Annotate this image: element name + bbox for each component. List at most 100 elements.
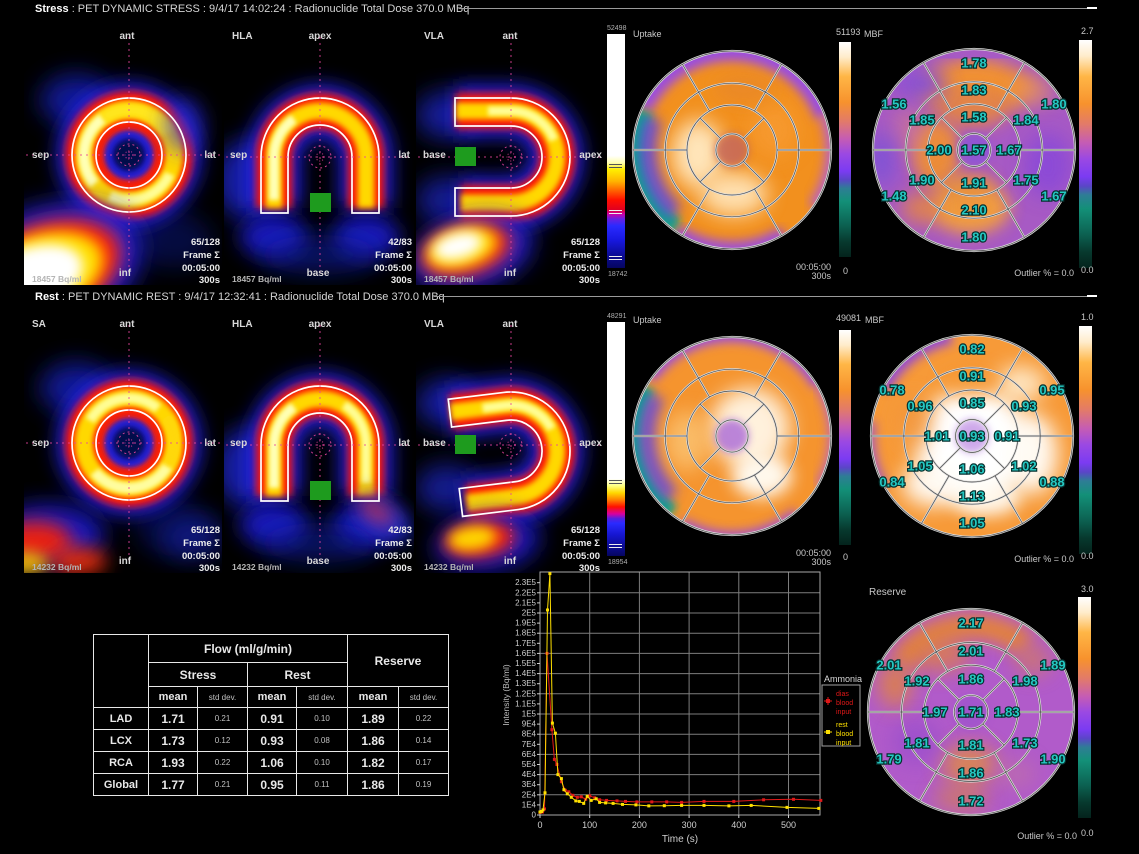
svg-text:inf: inf [119, 556, 132, 567]
svg-text:inf: inf [119, 268, 132, 279]
svg-text:1.73: 1.73 [1012, 736, 1037, 751]
svg-text:00:05:00: 00:05:00 [374, 263, 412, 274]
svg-text:1.84: 1.84 [1013, 113, 1039, 128]
svg-text:2.2E5: 2.2E5 [515, 588, 536, 597]
svg-text:2.01: 2.01 [876, 658, 901, 673]
svg-text:rest: rest [836, 722, 848, 729]
svg-text:65/128: 65/128 [571, 525, 600, 536]
svg-text:1.71: 1.71 [958, 705, 983, 720]
svg-text:1.97: 1.97 [922, 705, 947, 720]
svg-text:14232 Bq/ml: 14232 Bq/ml [232, 562, 282, 572]
svg-text:300: 300 [682, 820, 697, 830]
svg-text:inf: inf [504, 556, 517, 567]
svg-text:0.78: 0.78 [879, 383, 904, 398]
svg-text:2.17: 2.17 [958, 616, 983, 631]
svg-text:1.4E5: 1.4E5 [515, 669, 536, 678]
svg-text:lat: lat [204, 150, 216, 161]
svg-text:Frame Σ: Frame Σ [183, 250, 220, 261]
svg-text:1.86: 1.86 [958, 672, 983, 687]
svg-text:ant: ant [503, 31, 519, 42]
svg-text:Frame Σ: Frame Σ [563, 538, 600, 549]
svg-text:Frame Σ: Frame Σ [375, 250, 412, 261]
svg-text:lat: lat [204, 438, 216, 449]
svg-text:Frame Σ: Frame Σ [375, 538, 412, 549]
svg-text:base: base [423, 438, 446, 449]
svg-text:ant: ant [120, 31, 136, 42]
svg-text:0.91: 0.91 [959, 369, 984, 384]
svg-text:base: base [423, 150, 446, 161]
svg-text:65/128: 65/128 [571, 237, 600, 248]
svg-text:18457 Bq/ml: 18457 Bq/ml [232, 274, 282, 284]
svg-text:1.78: 1.78 [961, 56, 986, 71]
svg-text:sep: sep [32, 438, 49, 449]
svg-text:42/83: 42/83 [388, 525, 412, 536]
svg-text:1.67: 1.67 [996, 143, 1021, 158]
svg-text:SA: SA [32, 319, 46, 330]
svg-text:1.2E5: 1.2E5 [515, 689, 536, 698]
svg-text:1.80: 1.80 [961, 230, 986, 245]
svg-text:1E4: 1E4 [522, 800, 537, 809]
svg-text:Frame Σ: Frame Σ [563, 250, 600, 261]
svg-text:1.72: 1.72 [958, 794, 983, 809]
svg-text:1.89: 1.89 [1040, 658, 1065, 673]
svg-text:lat: lat [398, 438, 410, 449]
svg-text:18457 Bq/ml: 18457 Bq/ml [32, 274, 82, 284]
svg-text:1.91: 1.91 [961, 176, 986, 191]
svg-text:0.91: 0.91 [994, 429, 1019, 444]
svg-text:1.01: 1.01 [924, 429, 949, 444]
svg-text:1.79: 1.79 [876, 752, 901, 767]
svg-text:2.3E5: 2.3E5 [515, 578, 536, 587]
svg-text:1.56: 1.56 [881, 97, 906, 112]
svg-text:0.84: 0.84 [879, 475, 905, 490]
svg-text:300s: 300s [391, 563, 412, 573]
svg-text:HLA: HLA [232, 31, 253, 42]
svg-text:8E4: 8E4 [522, 730, 537, 739]
svg-text:65/128: 65/128 [191, 525, 220, 536]
svg-text:1.75: 1.75 [1013, 173, 1038, 188]
svg-text:300s: 300s [579, 275, 600, 285]
svg-text:14232 Bq/ml: 14232 Bq/ml [32, 562, 82, 572]
svg-text:00:05:00: 00:05:00 [182, 263, 220, 274]
svg-text:apex: apex [309, 31, 332, 42]
svg-text:ant: ant [120, 319, 136, 330]
svg-text:1.57: 1.57 [961, 143, 986, 158]
svg-text:65/128: 65/128 [191, 237, 220, 248]
svg-text:0.93: 0.93 [1011, 399, 1036, 414]
svg-text:2.01: 2.01 [958, 644, 983, 659]
svg-text:Intensity (Bq/ml): Intensity (Bq/ml) [501, 664, 511, 726]
svg-text:1.81: 1.81 [958, 738, 983, 753]
svg-text:1.90: 1.90 [1040, 752, 1065, 767]
svg-text:1.9E5: 1.9E5 [515, 619, 536, 628]
svg-text:1.7E5: 1.7E5 [515, 639, 536, 648]
svg-text:0.95: 0.95 [1039, 383, 1064, 398]
svg-text:0.96: 0.96 [907, 399, 932, 414]
svg-text:1.92: 1.92 [904, 674, 929, 689]
svg-text:1.83: 1.83 [994, 705, 1019, 720]
svg-text:300s: 300s [579, 563, 600, 573]
svg-text:0: 0 [532, 811, 537, 820]
svg-text:inf: inf [504, 268, 517, 279]
svg-text:2E4: 2E4 [522, 790, 537, 799]
svg-text:2.00: 2.00 [926, 143, 951, 158]
svg-text:sep: sep [230, 150, 247, 161]
svg-text:sep: sep [230, 438, 247, 449]
svg-text:1.67: 1.67 [1041, 189, 1066, 204]
svg-text:1.05: 1.05 [907, 459, 932, 474]
svg-text:300s: 300s [199, 563, 220, 573]
svg-text:apex: apex [579, 438, 602, 449]
svg-text:0: 0 [537, 820, 542, 830]
svg-text:1.81: 1.81 [904, 736, 929, 751]
svg-text:0.82: 0.82 [959, 342, 984, 357]
svg-text:sep: sep [32, 150, 49, 161]
svg-text:9E4: 9E4 [522, 720, 537, 729]
svg-text:18457 Bq/ml: 18457 Bq/ml [424, 274, 474, 284]
svg-text:1E5: 1E5 [522, 710, 537, 719]
svg-text:1.13: 1.13 [959, 489, 984, 504]
svg-text:00:05:00: 00:05:00 [562, 551, 600, 562]
svg-text:00:05:00: 00:05:00 [562, 263, 600, 274]
svg-text:1.98: 1.98 [1012, 674, 1037, 689]
svg-text:5E4: 5E4 [522, 760, 537, 769]
svg-text:0.88: 0.88 [1039, 475, 1064, 490]
svg-text:dias: dias [836, 691, 849, 698]
svg-text:300s: 300s [391, 275, 412, 285]
